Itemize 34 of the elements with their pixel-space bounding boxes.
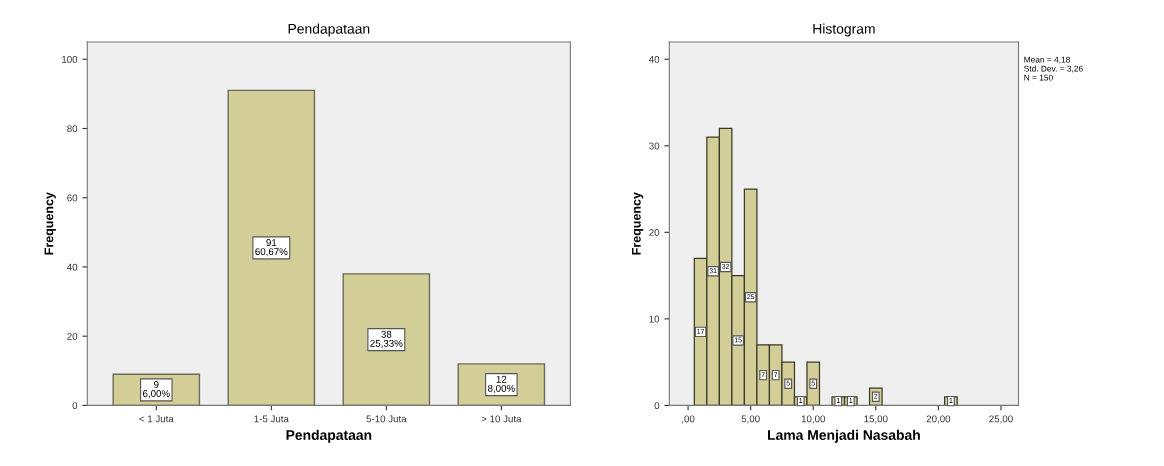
text: Mean = 4,18 Std. Dev. = 3,26 N = 150 (1024, 56, 1083, 81)
chart-title: Histogram (813, 23, 875, 37)
y-tick-label: 40 (648, 55, 660, 63)
x-tick-label: 15,00 (864, 415, 888, 424)
y-tick-label: 80 (67, 125, 78, 133)
x-tick-label: 10,00 (801, 415, 826, 424)
y-tick-label: 20 (67, 332, 78, 340)
y-axis-title: Frequency (632, 192, 644, 255)
x-axis-title: Lama Menjadi Nasabah (768, 429, 920, 443)
x-tick-label: 1-5 Juta (254, 415, 289, 423)
x-tick-label: 5,00 (741, 415, 760, 424)
y-tick-label: 0 (72, 402, 78, 410)
y-tick-label: 100 (62, 55, 78, 63)
x-tick-label: > 10 Juta (481, 415, 522, 423)
x-tick-label: ,00 (682, 415, 695, 424)
y-tick-label: 30 (649, 142, 660, 150)
x-tick-label: 5-10 Juta (366, 415, 407, 423)
y-tick-label: 20 (649, 229, 660, 236)
data-label: 38 25,33% (370, 330, 403, 348)
data-label: 9 6,00% (143, 381, 170, 399)
data-label: 12 8,00% (487, 375, 515, 393)
x-tick-label: < 1 Juta (139, 415, 174, 423)
x-tick-label: 20,00 (926, 415, 951, 424)
x-axis-title: Pendapataan (286, 429, 372, 443)
x-tick-label: 25,00 (989, 415, 1013, 424)
data-label: 91 60,67% (255, 239, 288, 257)
bar (342, 273, 431, 406)
y-tick-label: 10 (649, 315, 660, 323)
y-tick-label: 40 (66, 263, 78, 271)
y-tick-label: 0 (654, 402, 660, 410)
y-axis-title: Frequency (44, 192, 56, 255)
y-tick-label: 60 (67, 194, 78, 202)
chart-title: Pendapataan (288, 23, 370, 37)
bar (227, 89, 316, 406)
